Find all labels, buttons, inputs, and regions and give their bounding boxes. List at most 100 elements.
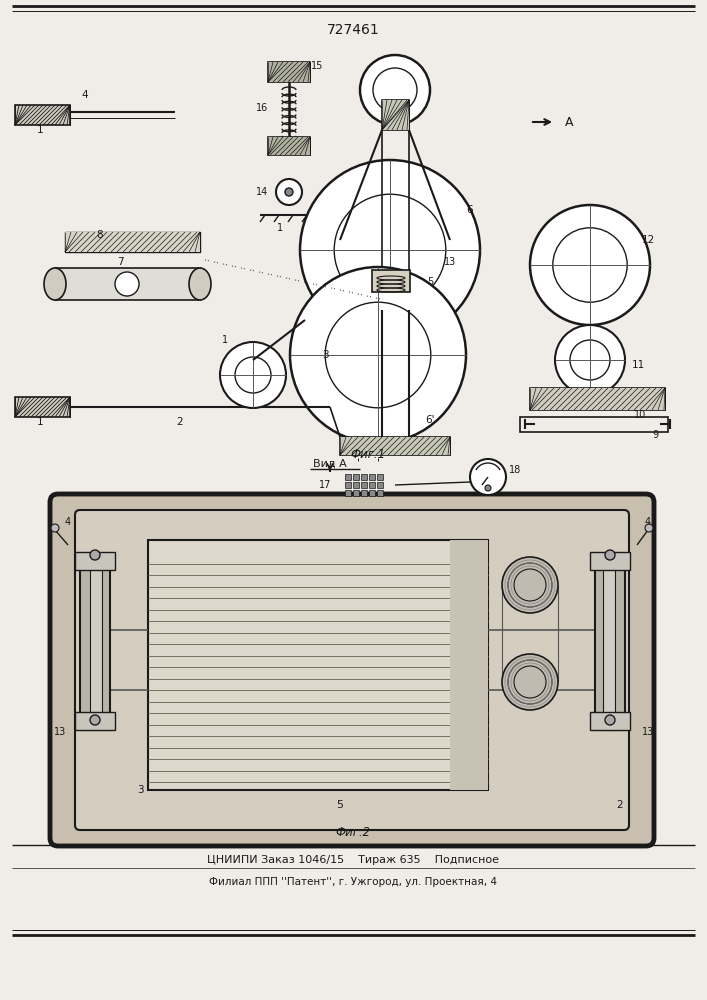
Bar [372,270,410,292]
Bar [268,62,310,82]
Text: 1: 1 [222,335,228,345]
Ellipse shape [189,268,211,300]
Circle shape [276,179,302,205]
Text: 16: 16 [256,103,268,113]
Bar [55,268,200,300]
Circle shape [373,68,417,112]
Text: 1: 1 [37,417,43,427]
Circle shape [90,550,100,560]
Bar [382,100,409,130]
Bar [377,482,383,488]
Bar [361,474,367,480]
Bar [345,490,351,496]
Bar [377,474,383,480]
Text: 5: 5 [427,277,433,287]
Text: 4: 4 [65,517,71,527]
Text: 4: 4 [645,517,651,527]
Bar [369,490,375,496]
Bar [369,482,375,488]
Circle shape [90,715,100,725]
Bar [340,437,450,455]
Bar [268,137,310,155]
Text: 15: 15 [311,61,323,71]
Text: 13: 13 [642,727,654,737]
Text: 1: 1 [277,223,283,233]
Text: 2: 2 [177,417,183,427]
Circle shape [508,660,552,704]
Text: Фиг.1: Фиг.1 [351,448,385,462]
Circle shape [220,342,286,408]
Bar [75,712,115,730]
Bar [353,482,359,488]
Bar [65,232,200,252]
FancyBboxPatch shape [50,494,654,846]
Text: 12: 12 [641,235,655,245]
Text: 13: 13 [54,727,66,737]
Text: 5: 5 [337,800,344,810]
Circle shape [570,340,610,380]
Text: 18: 18 [509,465,521,475]
Text: 11: 11 [631,360,645,370]
Text: 7: 7 [117,257,123,267]
Text: Фиг.2: Фиг.2 [335,826,370,838]
Bar [450,540,488,790]
Circle shape [290,267,466,443]
Circle shape [514,666,546,698]
Text: ЦНИИПИ Заказ 1046/15    Тираж 635    Подписное: ЦНИИПИ Заказ 1046/15 Тираж 635 Подписное [207,855,499,865]
Circle shape [325,302,431,408]
Bar [603,555,615,730]
Circle shape [605,550,615,560]
Bar [530,388,665,410]
Circle shape [470,459,506,495]
Circle shape [334,194,446,306]
Bar [345,482,351,488]
Bar [345,474,351,480]
Text: Филиал ППП ''Патент'', г. Ужгород, ул. Проектная, 4: Филиал ППП ''Патент'', г. Ужгород, ул. П… [209,877,497,887]
Circle shape [300,160,480,340]
Text: 10: 10 [634,410,646,420]
Bar [382,100,409,130]
Text: 4: 4 [82,90,88,100]
Text: 6: 6 [467,205,473,215]
Bar [268,62,310,82]
Circle shape [115,272,139,296]
Bar [15,105,70,125]
Bar [15,397,70,417]
Text: 6': 6' [425,415,435,425]
Text: 17: 17 [319,480,331,490]
Bar [361,490,367,496]
Circle shape [514,569,546,601]
Circle shape [605,715,615,725]
Circle shape [360,55,430,125]
Circle shape [51,524,59,532]
Circle shape [553,228,627,302]
Ellipse shape [44,268,66,300]
Circle shape [485,485,491,491]
Text: 13: 13 [444,257,456,267]
Bar [340,437,450,455]
Bar [353,474,359,480]
Bar [268,137,310,155]
Bar [75,552,115,570]
Circle shape [645,524,653,532]
Text: 14: 14 [256,187,268,197]
Bar [377,490,383,496]
Circle shape [235,357,271,393]
Bar [590,712,630,730]
Text: 3: 3 [322,350,328,360]
Bar [65,232,200,252]
Bar [148,540,488,790]
Bar [361,482,367,488]
Text: А: А [565,115,573,128]
Circle shape [502,557,558,613]
Circle shape [285,188,293,196]
Bar [90,555,102,730]
Text: 727461: 727461 [327,23,380,37]
FancyBboxPatch shape [75,510,629,830]
Text: Вид А: Вид А [313,459,347,469]
Circle shape [508,563,552,607]
Text: 8: 8 [97,230,103,240]
Circle shape [530,205,650,325]
Text: 2: 2 [617,800,624,810]
Bar [520,417,668,432]
